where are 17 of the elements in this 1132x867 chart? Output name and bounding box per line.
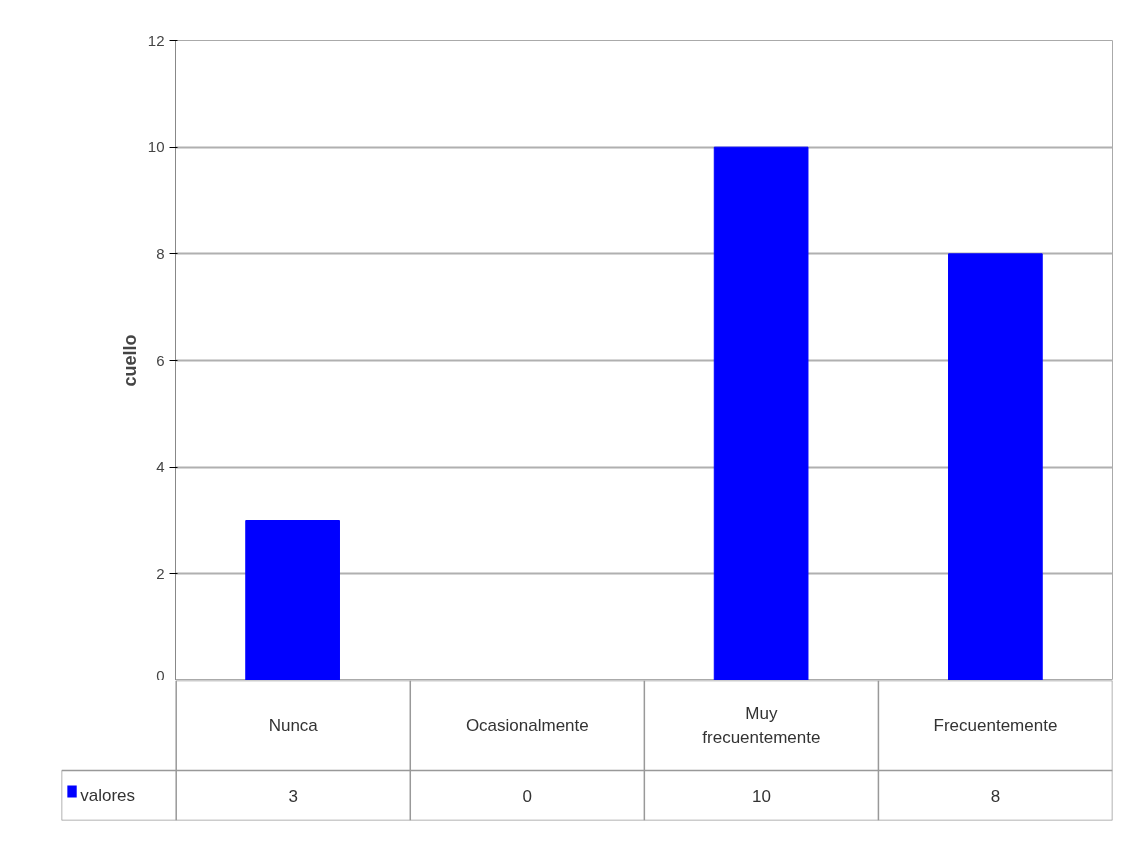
- x-tick-label: Nunca: [268, 716, 319, 735]
- legend-label: valores: [80, 786, 136, 805]
- y-tick-label: 8: [156, 244, 165, 262]
- data-label: 10: [751, 786, 771, 806]
- data-label: 0: [522, 786, 533, 806]
- x-tick-label: Muy frecuentemente: [702, 703, 821, 748]
- x-tick-label: Ocasionalmente: [465, 716, 589, 735]
- data-label: 3: [288, 786, 298, 806]
- data-label: 8: [990, 786, 1001, 806]
- y-tick-label: 6: [156, 351, 165, 369]
- x-tick-label: Frecuentemente: [933, 716, 1058, 735]
- y-axis-title: cuello: [119, 334, 140, 387]
- y-tick-label: 12: [147, 31, 165, 49]
- y-tick-label: 4: [156, 458, 165, 476]
- y-tick-label: 0: [156, 666, 165, 684]
- y-tick-label: 10: [147, 138, 165, 156]
- y-tick-label: 2: [156, 564, 165, 582]
